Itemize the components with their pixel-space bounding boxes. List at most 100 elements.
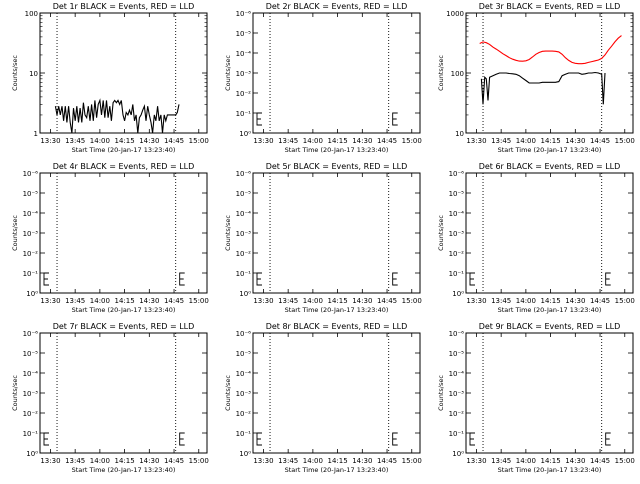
lld-series-line: [479, 35, 622, 65]
chart-title: Det 9r BLACK = Events, RED = LLD: [479, 322, 621, 331]
x-tick-label: 14:30: [352, 297, 372, 305]
e-marker: [43, 432, 49, 446]
y-tick-label: 10⁻⁴: [23, 210, 39, 218]
y-tick-label: 1000: [446, 10, 464, 18]
x-tick-label: 14:45: [164, 137, 184, 145]
chart-title: Det 4r BLACK = Events, RED = LLD: [53, 162, 195, 171]
x-tick-label: 14:00: [303, 137, 323, 145]
y-tick-label: 10⁻³: [236, 70, 252, 78]
y-tick-label: 10⁻²: [449, 410, 465, 418]
x-tick-label: 13:30: [40, 137, 60, 145]
chart-panel-7: Det 7r BLACK = Events, RED = LLD 13:30 13:…: [11, 322, 209, 474]
x-tick-label: 14:30: [139, 297, 159, 305]
x-tick-label: 13:45: [491, 297, 511, 305]
e-marker: [256, 272, 262, 286]
y-tick-label: 10⁻⁵: [449, 350, 465, 358]
e-marker: [43, 272, 49, 286]
y-axis-label: Counts/sec: [11, 215, 19, 251]
chart-title: Det 2r BLACK = Events, RED = LLD: [266, 2, 408, 11]
x-tick-label: 14:00: [90, 297, 110, 305]
chart-panel-2: Det 2r BLACK = Events, RED = LLD 13:30 13:…: [224, 2, 422, 154]
y-tick-label: 10⁻⁶: [23, 170, 39, 178]
y-tick-label: 1: [34, 130, 38, 138]
e-marker: [392, 112, 398, 126]
x-tick-label: 14:15: [541, 457, 561, 465]
x-tick-label: 14:00: [303, 457, 323, 465]
y-tick-label: 10⁻⁶: [23, 330, 39, 338]
x-axis-label: Start Time (20-Jan-17 13:23:40): [72, 146, 176, 154]
plot-frame: [39, 172, 208, 294]
y-tick-label: 10⁻²: [449, 250, 465, 258]
y-tick-label: 10⁻⁵: [449, 190, 465, 198]
x-tick-label: 13:45: [278, 137, 298, 145]
plot-frame: [252, 332, 421, 454]
y-tick-label: 10⁻⁶: [236, 10, 252, 18]
plot-frame: [252, 172, 421, 294]
e-marker: [469, 272, 475, 286]
x-tick-label: 14:15: [328, 297, 348, 305]
x-tick-label: 15:00: [402, 457, 422, 465]
x-tick-label: 14:15: [115, 457, 135, 465]
x-tick-label: 14:15: [115, 297, 135, 305]
x-tick-label: 14:45: [164, 297, 184, 305]
y-tick-label: 100: [451, 70, 464, 78]
x-tick-label: 14:45: [377, 457, 397, 465]
plot-frame: [252, 12, 421, 134]
x-tick-label: 14:15: [541, 137, 561, 145]
x-tick-label: 13:45: [65, 457, 85, 465]
y-tick-label: 100: [25, 10, 38, 18]
e-marker: [256, 112, 262, 126]
x-axis-label: Start Time (20-Jan-17 13:23:40): [498, 466, 602, 474]
events-series-line: [480, 71, 606, 105]
y-tick-label: 10⁻¹: [449, 430, 465, 438]
y-tick-label: 10: [455, 130, 464, 138]
y-tick-label: 10⁻⁴: [449, 370, 465, 378]
chart-title: Det 8r BLACK = Events, RED = LLD: [266, 322, 408, 331]
x-tick-label: 13:30: [253, 137, 273, 145]
x-tick-label: 14:45: [377, 137, 397, 145]
x-tick-label: 13:30: [253, 297, 273, 305]
y-tick-label: 10⁻³: [23, 390, 39, 398]
x-tick-label: 14:45: [590, 457, 610, 465]
x-tick-label: 14:15: [328, 457, 348, 465]
chart-title: Det 6r BLACK = Events, RED = LLD: [479, 162, 621, 171]
x-tick-label: 15:00: [402, 297, 422, 305]
events-series-line: [54, 98, 180, 134]
y-tick-label: 10⁻³: [449, 390, 465, 398]
x-tick-label: 15:00: [402, 137, 422, 145]
y-tick-label: 10⁰: [239, 130, 251, 138]
y-tick-label: 10⁻⁶: [449, 170, 465, 178]
x-tick-label: 14:45: [164, 457, 184, 465]
x-tick-label: 14:15: [115, 137, 135, 145]
y-axis-label: Counts/sec: [224, 375, 232, 411]
chart-panel-6: Det 6r BLACK = Events, RED = LLD 13:30 13:…: [437, 162, 635, 314]
x-tick-label: 15:00: [189, 137, 209, 145]
e-marker: [469, 432, 475, 446]
y-tick-label: 10⁻³: [236, 230, 252, 238]
y-axis-label: Counts/sec: [437, 375, 445, 411]
y-tick-label: 10⁻¹: [236, 430, 252, 438]
plot-frame: [465, 332, 634, 454]
x-axis-label: Start Time (20-Jan-17 13:23:40): [72, 466, 176, 474]
x-tick-label: 14:30: [565, 297, 585, 305]
chart-panel-4: Det 4r BLACK = Events, RED = LLD 13:30 13:…: [11, 162, 209, 314]
x-tick-label: 14:00: [516, 137, 536, 145]
y-tick-label: 10⁻²: [236, 250, 252, 258]
y-tick-label: 10⁰: [26, 290, 38, 298]
y-tick-label: 10⁻²: [23, 250, 39, 258]
y-tick-label: 10⁻¹: [236, 110, 252, 118]
x-tick-label: 14:00: [516, 297, 536, 305]
y-tick-label: 10⁻¹: [23, 430, 39, 438]
x-tick-label: 14:45: [590, 297, 610, 305]
y-tick-label: 10⁻²: [236, 410, 252, 418]
y-tick-label: 10⁻³: [236, 390, 252, 398]
y-tick-label: 10⁻¹: [23, 270, 39, 278]
y-tick-label: 10⁻⁴: [236, 210, 252, 218]
y-tick-label: 10⁻³: [449, 230, 465, 238]
chart-title: Det 5r BLACK = Events, RED = LLD: [266, 162, 408, 171]
x-tick-label: 14:45: [377, 297, 397, 305]
plot-frame: [39, 332, 208, 454]
y-tick-label: 10⁻¹: [236, 270, 252, 278]
